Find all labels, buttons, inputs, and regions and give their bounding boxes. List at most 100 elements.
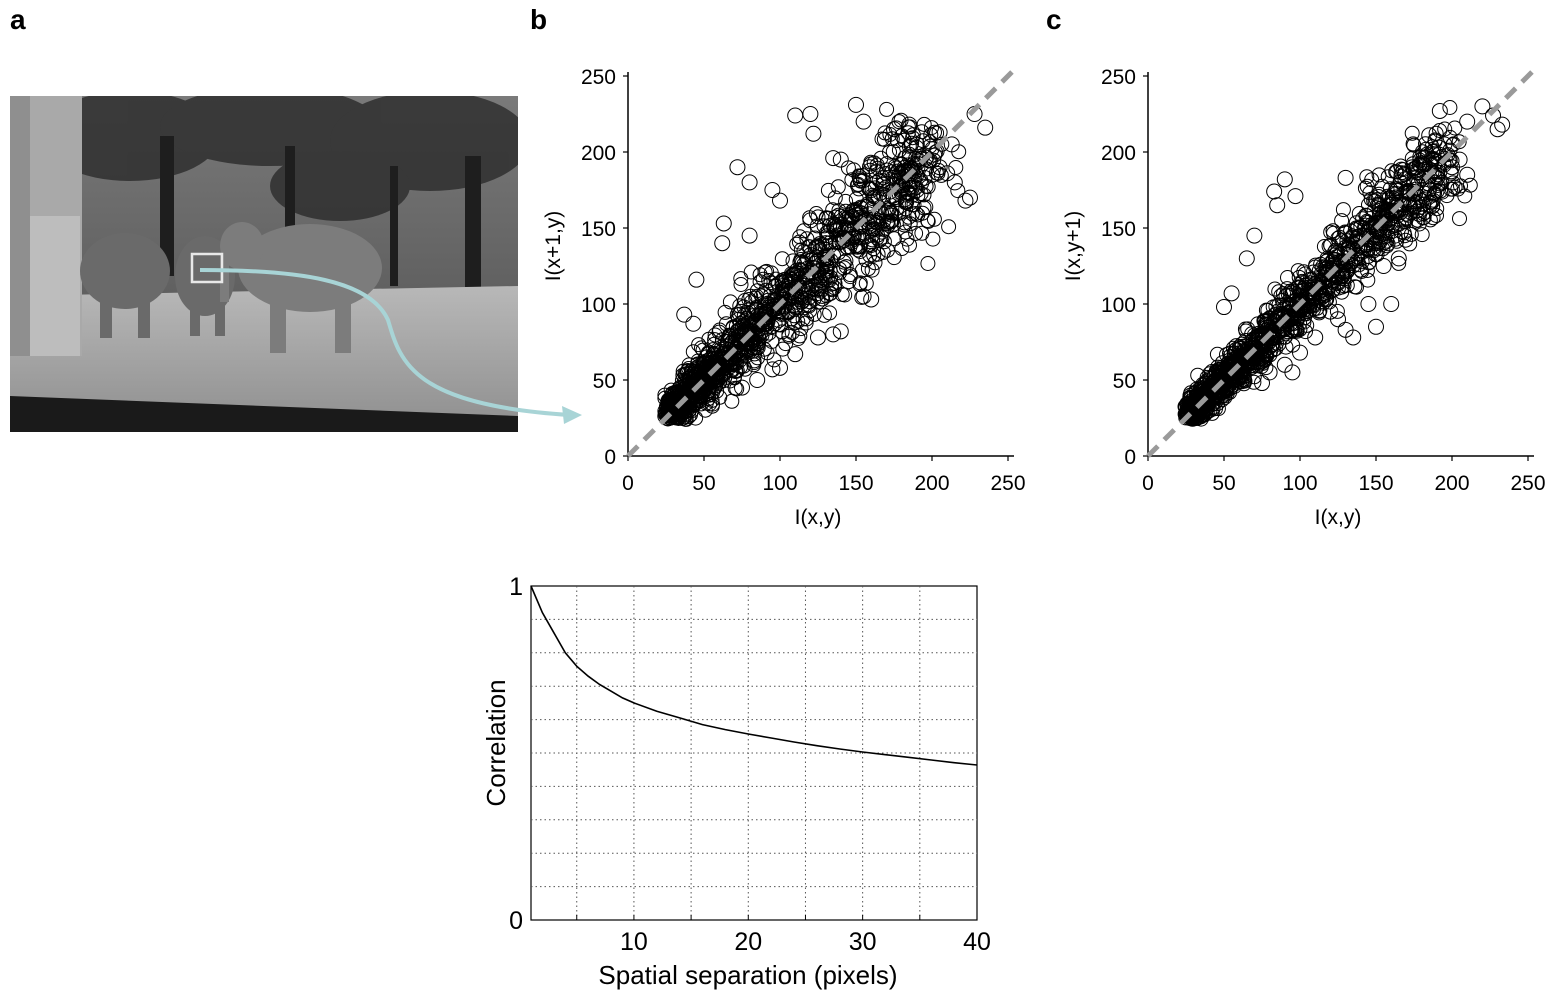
y-axis-label: Correlation bbox=[481, 679, 511, 806]
scatter-point bbox=[1254, 375, 1270, 392]
scatter-point bbox=[741, 174, 758, 191]
scatter-point bbox=[861, 180, 877, 196]
scatter-point bbox=[1427, 163, 1443, 178]
scatter-point bbox=[1183, 385, 1199, 401]
scatter-point bbox=[1398, 232, 1414, 248]
x-axis-label: I(x,y) bbox=[795, 506, 842, 529]
scatter-point bbox=[874, 224, 890, 240]
y-tick-label: 100 bbox=[581, 294, 616, 317]
scatter-point bbox=[1489, 121, 1506, 138]
scatter-point bbox=[803, 279, 819, 295]
scatter-point bbox=[827, 217, 843, 233]
scatter-point bbox=[858, 275, 874, 291]
scatter-point bbox=[923, 127, 939, 143]
scatter-point bbox=[792, 328, 808, 344]
scatter-point bbox=[1379, 238, 1395, 254]
panel-label-a: a bbox=[10, 4, 26, 35]
scatter-point bbox=[1287, 188, 1304, 205]
scatter-point bbox=[1374, 178, 1390, 194]
scatter-point bbox=[1295, 306, 1311, 322]
scatter-point bbox=[1216, 299, 1232, 316]
scatter-point bbox=[741, 227, 758, 244]
scatter-point bbox=[822, 305, 838, 321]
scatter-point bbox=[865, 232, 881, 248]
scatter-point bbox=[1338, 225, 1353, 241]
scatter-point bbox=[789, 236, 805, 252]
scatter-point bbox=[820, 182, 836, 198]
scatter-point bbox=[1280, 270, 1295, 285]
scatter-point bbox=[1345, 229, 1361, 245]
scatter-point bbox=[1269, 321, 1284, 337]
scatter-point bbox=[791, 234, 807, 250]
scatter-point bbox=[832, 261, 847, 277]
scatter-point bbox=[1359, 215, 1375, 230]
scatter-point bbox=[798, 315, 814, 331]
scatter-point bbox=[867, 180, 883, 196]
x-tick-label: 50 bbox=[692, 472, 715, 495]
scatter-point bbox=[866, 189, 882, 205]
elephant-photo bbox=[10, 96, 518, 432]
y-tick-label: 100 bbox=[1101, 294, 1136, 317]
scatter-point bbox=[1209, 346, 1225, 362]
scatter-point bbox=[1361, 254, 1377, 270]
scatter-point bbox=[729, 159, 746, 176]
scatter-point bbox=[865, 221, 881, 237]
scatter-point bbox=[1245, 331, 1261, 347]
scatter-point bbox=[848, 96, 864, 113]
scatter-point bbox=[1246, 339, 1262, 355]
scatter-point bbox=[1266, 183, 1283, 200]
scatter-point bbox=[683, 396, 699, 412]
scatter-point bbox=[886, 250, 902, 266]
scatter-point bbox=[784, 325, 800, 341]
scatter-point bbox=[926, 211, 942, 227]
scatter-point bbox=[1338, 263, 1354, 279]
x-tick-label: 20 bbox=[734, 928, 762, 956]
scatter-point bbox=[1415, 156, 1431, 172]
scatter-point bbox=[1400, 207, 1416, 223]
scatter-point bbox=[924, 120, 939, 136]
scatter-point bbox=[1459, 166, 1476, 183]
scatter-point bbox=[1430, 170, 1446, 186]
x-axis-label: Spatial separation (pixels) bbox=[598, 960, 897, 990]
scatter-point bbox=[905, 127, 921, 143]
scatter-point bbox=[759, 345, 775, 361]
scatter-point bbox=[902, 237, 917, 253]
scatter-point bbox=[878, 204, 895, 221]
scatter-point bbox=[1183, 404, 1199, 420]
scatter-point bbox=[801, 239, 817, 255]
scatter-point bbox=[925, 231, 941, 247]
x-tick-label: 200 bbox=[1434, 472, 1469, 495]
scatter-point bbox=[794, 294, 810, 310]
scatter-point bbox=[1414, 227, 1430, 243]
scatter-point bbox=[1397, 165, 1413, 181]
scatter-point bbox=[1410, 194, 1425, 210]
scatter-point bbox=[817, 248, 833, 264]
scatter-point bbox=[1276, 171, 1293, 188]
scatter-point bbox=[1474, 98, 1491, 115]
scatter-point bbox=[908, 225, 924, 241]
scatter-point bbox=[1404, 125, 1420, 141]
scatter-point bbox=[1329, 303, 1345, 319]
scatter-point bbox=[882, 144, 897, 160]
scatter-point bbox=[1359, 169, 1375, 185]
scatter-point bbox=[885, 144, 901, 160]
scatter-point bbox=[676, 410, 692, 426]
scatter-point bbox=[946, 174, 963, 191]
correlation-chart: 10 20 30 40 0 1 Spatial separation (pixels) Cor… bbox=[481, 573, 991, 990]
scatter-point bbox=[802, 294, 818, 310]
scatter-point bbox=[714, 235, 731, 252]
x-tick-label: 40 bbox=[963, 928, 991, 956]
x-tick-label: 250 bbox=[990, 472, 1025, 495]
scatter-point bbox=[1203, 383, 1219, 399]
scatter-point bbox=[1250, 351, 1266, 367]
y-tick-label: 150 bbox=[581, 218, 616, 241]
scatter-point bbox=[812, 276, 827, 292]
scatter-point bbox=[1339, 277, 1355, 293]
scatter-point bbox=[763, 275, 779, 291]
scatter-point bbox=[826, 280, 842, 296]
scatter-point bbox=[1257, 313, 1273, 329]
scatter-point bbox=[1180, 406, 1196, 422]
x-tick-label: 100 bbox=[1282, 472, 1317, 495]
scatter-point bbox=[751, 331, 767, 347]
scatter-point bbox=[728, 355, 744, 371]
